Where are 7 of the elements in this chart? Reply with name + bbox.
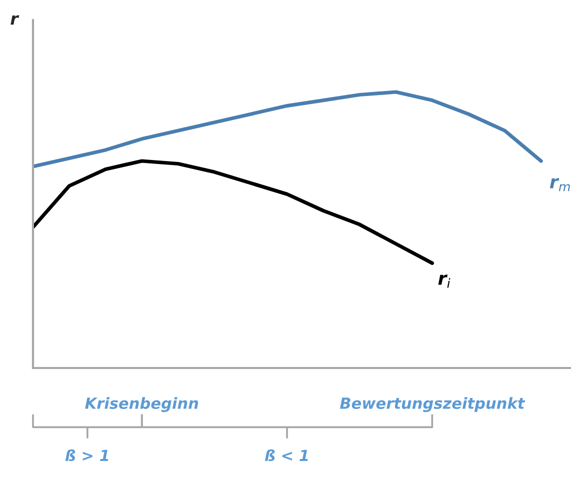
text: ß > 1 [65, 449, 108, 462]
series-label: r$_{m}$ [550, 178, 570, 192]
y-axis-title: r [10, 15, 20, 25]
text: ß < 1 [264, 449, 308, 462]
series-label: r$_{i}$ [438, 274, 450, 288]
x-tick-label: Bewertungszeitpunkt [340, 397, 526, 412]
x-tick-label: Krisenbeginn [85, 397, 198, 412]
